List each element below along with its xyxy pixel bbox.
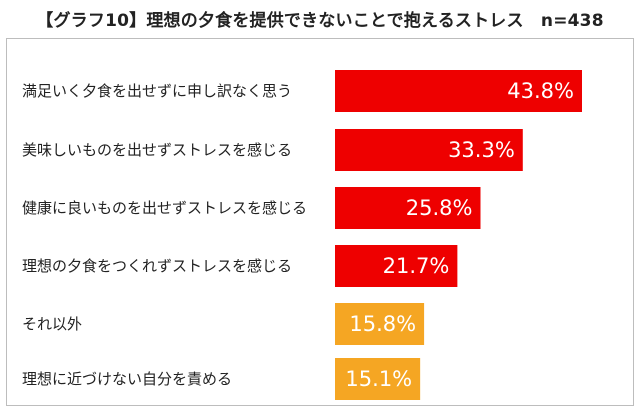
- category-label: 美味しいものを出せずストレスを感じる: [22, 141, 292, 159]
- category-label: 満足いく夕食を出せずに申し訳なく思う: [22, 82, 292, 100]
- category-label: 健康に良いものを出せずストレスを感じる: [22, 199, 307, 217]
- bar: [335, 303, 425, 345]
- category-label: 理想に近づけない自分を責める: [22, 370, 232, 388]
- bar: [335, 129, 523, 171]
- bar-value-label: 33.3%: [448, 138, 515, 162]
- bar-value-label: 25.8%: [406, 196, 473, 220]
- bar: [335, 70, 582, 112]
- bar: [335, 358, 421, 400]
- bar: [335, 245, 458, 287]
- category-label: それ以外: [22, 315, 82, 333]
- bar-value-label: 15.8%: [349, 312, 416, 336]
- bar-value-label: 21.7%: [383, 254, 450, 278]
- category-label: 理想の夕食をつくれずストレスを感じる: [22, 257, 292, 275]
- bar: [335, 187, 481, 229]
- bar-value-label: 15.1%: [345, 367, 412, 391]
- chart-title: 【グラフ10】理想の夕食を提供できないことで抱えるストレス n=438: [36, 11, 604, 31]
- bar-value-label: 43.8%: [507, 79, 574, 103]
